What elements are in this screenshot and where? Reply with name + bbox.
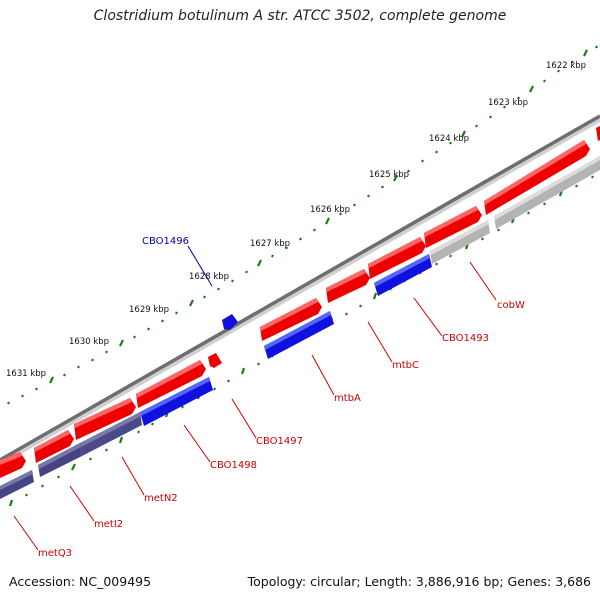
leader-cbo1496 [187,245,213,287]
map-title: Clostridium botulinum A str. ATCC 3502, … [93,8,507,24]
gene-label-metn2: metN2 [144,493,178,504]
tick-label: 1630 kbp [69,337,109,347]
tick-label: 1631 kbp [6,369,46,379]
tick-label: 1623 kbp [488,98,528,108]
genome-backbone [0,114,600,466]
gene-label-cbo1496: CBO1496 [142,236,189,247]
gene-label-mtbc: mtbC [392,360,419,371]
gene-label-cbo1498: CBO1498 [210,460,257,471]
tick-label: 1627 kbp [250,239,290,249]
gene-label-meti2: metI2 [94,519,123,530]
leader-cbo1498 [183,424,211,463]
leader-mtbc [367,321,393,363]
genome-summary-text: Topology: circular; Length: 3,886,916 bp… [247,574,591,589]
gene-label-cbo1493: CBO1493 [442,333,489,344]
leader-cbo1497 [231,398,257,439]
blue-track [140,254,432,426]
leader-cobw [469,261,497,301]
gene-labels: cobW CBO1493 mtbC mtbA CBO1497 CBO1498 m… [38,236,525,559]
label-leaders [13,245,497,551]
leader-metn2 [121,456,145,496]
tick-label: 1625 kbp [369,170,409,180]
tick-ring-outer [7,45,598,405]
leader-meti2 [69,485,95,522]
gene-label-cobw: cobW [497,300,525,311]
tick-label: 1629 kbp [129,305,169,315]
tick-label: 1624 kbp [429,134,469,144]
kbp-labels: 1622 kbp 1623 kbp 1624 kbp 1625 kbp 1626… [6,61,586,379]
tick-label: 1622 kbp [546,61,586,71]
leader-metq3 [13,515,39,551]
slate-track [0,412,142,499]
tick-label: 1628 kbp [189,272,229,282]
leader-mtba [311,354,335,396]
grey-track [430,156,600,264]
gene-label-cbo1497: CBO1497 [256,436,303,447]
tick-label: 1626 kbp [310,205,350,215]
gene-label-metq3: metQ3 [38,548,72,559]
red-track [0,126,600,478]
accession-text: Accession: NC_009495 [9,574,152,589]
leader-cbo1493 [413,297,443,337]
gene-label-mtba: mtbA [334,393,361,404]
